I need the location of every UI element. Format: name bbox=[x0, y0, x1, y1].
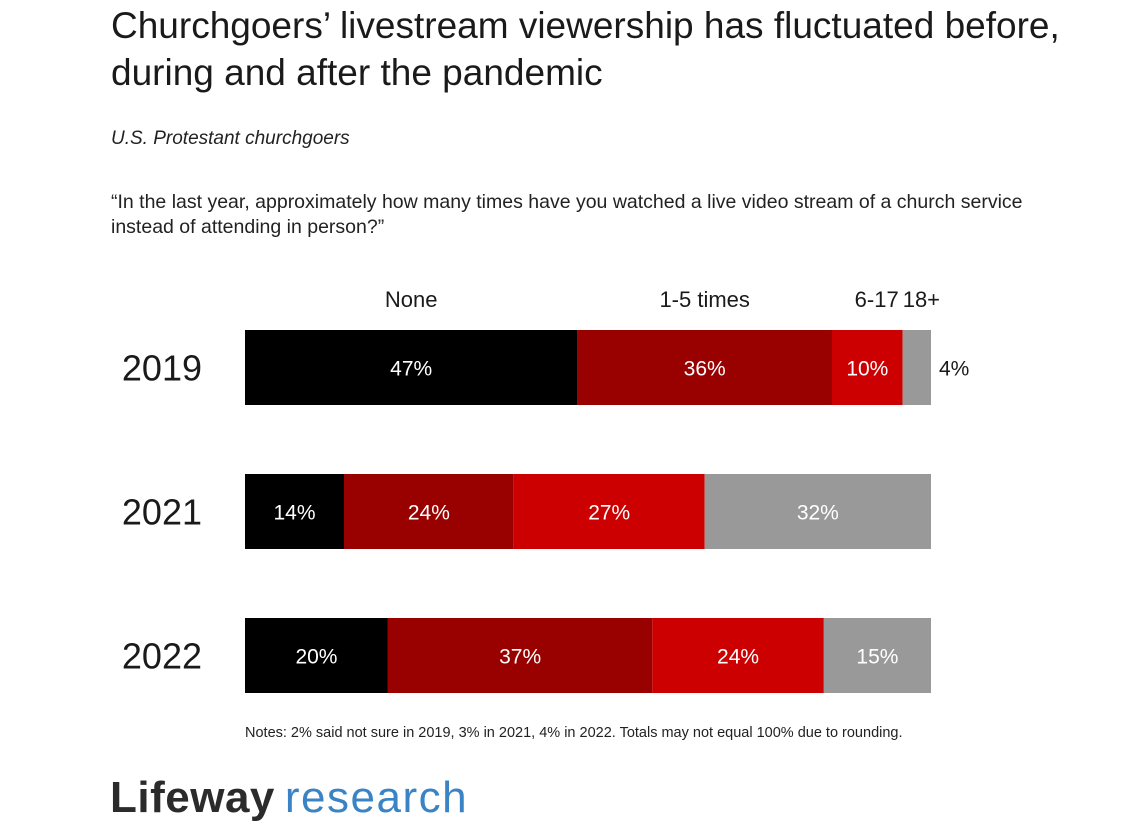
bar-segment-2021-3 bbox=[704, 474, 931, 549]
legend-label-3: 18+ bbox=[903, 287, 940, 312]
chart-subtitle: U.S. Protestant churchgoers bbox=[111, 128, 350, 149]
data-label-2022-0: 20% bbox=[295, 646, 337, 669]
data-label-2022-1: 37% bbox=[499, 646, 541, 669]
data-label-2021-3: 32% bbox=[797, 502, 839, 525]
data-label-2021-0: 14% bbox=[273, 502, 315, 525]
legend-label-2: 6-17 bbox=[855, 287, 899, 312]
data-label-2019-2: 10% bbox=[846, 358, 888, 381]
data-label-2019-0: 47% bbox=[390, 358, 432, 381]
legend-label-1: 1-5 times bbox=[659, 287, 749, 312]
bar-segment-2019-3 bbox=[902, 330, 931, 405]
bar-segment-2022-0 bbox=[245, 618, 388, 693]
year-label-2019: 2019 bbox=[122, 348, 202, 389]
bar-segment-2019-0 bbox=[245, 330, 578, 405]
lifeway-research-logo: Lifeway research bbox=[110, 768, 468, 828]
legend-label-0: None bbox=[385, 287, 438, 312]
bar-segment-2019-2 bbox=[831, 330, 903, 405]
survey-question: “In the last year, approximately how man… bbox=[111, 191, 1023, 238]
data-label-2021-1: 24% bbox=[408, 502, 450, 525]
logo-word-lifeway: Lifeway bbox=[110, 773, 275, 822]
chart-title: Churchgoers’ livestream viewership has f… bbox=[111, 5, 1060, 93]
logo-word-research: research bbox=[284, 773, 469, 822]
chart-notes: Notes: 2% said not sure in 2019, 3% in 2… bbox=[245, 725, 903, 741]
bar-segment-2021-2 bbox=[513, 474, 705, 549]
year-label-2021: 2021 bbox=[122, 492, 202, 533]
bar-segment-2022-3 bbox=[823, 618, 931, 693]
bar-segment-2022-2 bbox=[652, 618, 824, 693]
bar-segment-2021-0 bbox=[245, 474, 345, 549]
data-label-2022-2: 24% bbox=[717, 646, 759, 669]
bar-segment-2021-1 bbox=[344, 474, 514, 549]
data-label-2019-1: 36% bbox=[684, 358, 726, 381]
data-label-2022-3: 15% bbox=[856, 646, 898, 669]
year-label-2022: 2022 bbox=[122, 636, 202, 677]
bar-segment-2022-1 bbox=[387, 618, 653, 693]
bar-segment-2019-1 bbox=[577, 330, 832, 405]
data-label-2021-2: 27% bbox=[588, 502, 630, 525]
data-label-2019-3: 4% bbox=[939, 358, 969, 381]
